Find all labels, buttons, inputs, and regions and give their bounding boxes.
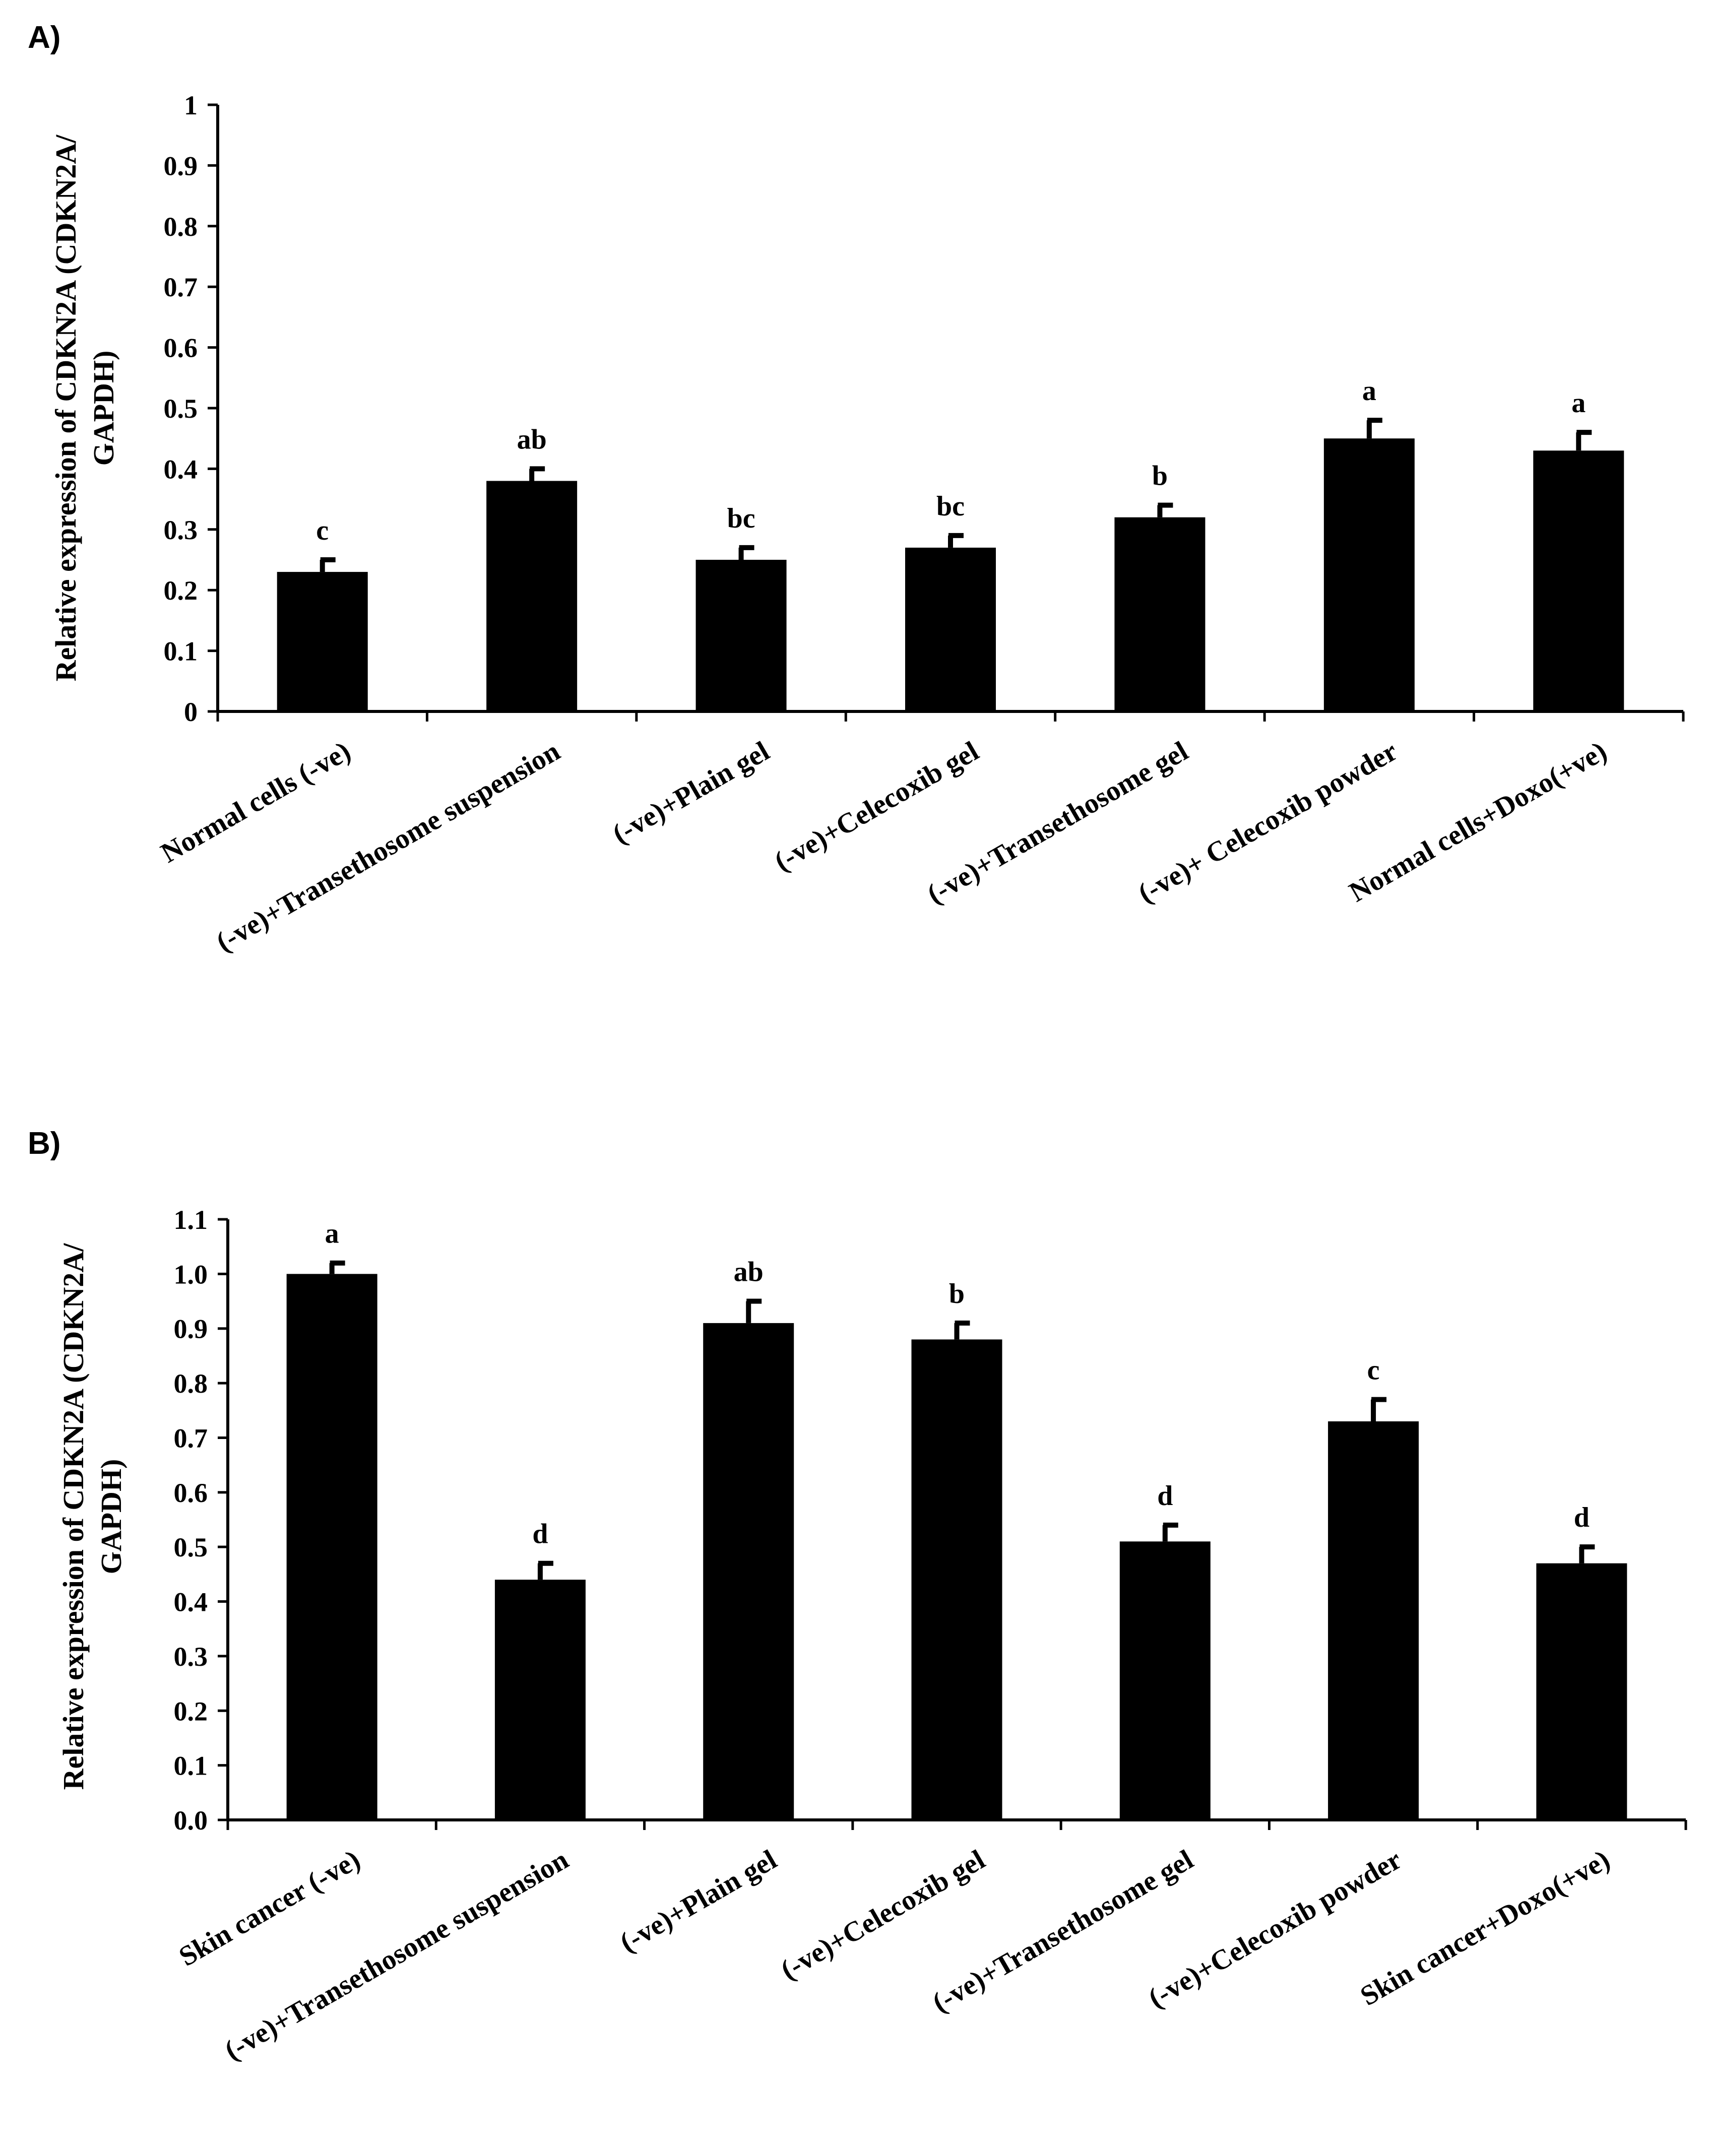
panel-b-ytick-label-9: 0.9 [174, 1314, 208, 1344]
panel-a-plot: 0 0.1 0.2 0.3 0.4 0.5 0.6 0.7 0.8 0.9 1 c Normal cel… [156, 90, 1685, 958]
panel-a-ytick-label-9: 0.9 [164, 151, 198, 181]
panel-b-bar-1 [494, 1580, 586, 1820]
panel-b-ytick-label-5: 0.5 [174, 1532, 208, 1562]
panel-b-ytick-label-2: 0.2 [174, 1696, 208, 1726]
panel-a-category-label-2: (-ve)+Plain gel [607, 736, 775, 850]
panel-b-sig-label-1: d [532, 1519, 548, 1550]
panel-b-bar-0 [286, 1274, 377, 1820]
panel-a-sig-label-1: ab [517, 424, 547, 455]
panel-b-bar-3 [911, 1339, 1002, 1820]
panel-b-sig-label-5: c [1367, 1355, 1380, 1386]
panel-b-ytick-label-7: 0.7 [174, 1423, 208, 1453]
panel-a-sig-label-0: c [316, 515, 329, 546]
panel-a-ytick-label-5: 0.5 [164, 394, 198, 424]
panel-a-ytick-label-6: 0.6 [164, 333, 198, 363]
panel-b: B) Relative expression of CDKN2A (CDKN2A… [28, 1126, 1687, 2067]
panel-a-ytick-label-7: 0.7 [164, 272, 198, 302]
panel-a-ytick-label-2: 0.2 [164, 575, 198, 606]
panel-b-ylabel-line-2: GAPDH) [95, 1459, 128, 1575]
panel-b-label: B) [28, 1126, 60, 1161]
panel-b-ytick-label-3: 0.3 [174, 1642, 208, 1672]
panel-a-sig-label-3: bc [936, 491, 965, 522]
panel-a: A) Relative expression of CDKN2A (CDKN2A… [28, 20, 1685, 958]
panel-a-bar-5 [1323, 438, 1415, 711]
panel-b-bar-6 [1536, 1563, 1627, 1820]
panel-b-sig-label-3: b [949, 1278, 965, 1310]
panel-a-sig-label-4: b [1152, 461, 1168, 492]
panel-b-plot: 0.0 0.1 0.2 0.3 0.4 0.5 0.6 0.7 0.8 0.9 1.0 1.1 a Ski… [174, 1205, 1687, 2067]
panel-b-category-label-2: (-ve)+Plain gel [615, 1844, 782, 1958]
panel-b-ytick-label-1: 0.1 [174, 1751, 208, 1781]
panel-a-ytick-label-0: 0 [184, 697, 198, 727]
panel-a-bar-2 [695, 560, 787, 711]
panel-a-category-label-1: (-ve)+Transethosome suspension [211, 736, 565, 958]
panel-a-category-label-0: Normal cells (-ve) [156, 736, 356, 869]
panel-b-category-label-0: Skin cancer (-ve) [174, 1844, 365, 1973]
panel-b-bar-5 [1328, 1421, 1419, 1820]
panel-a-ylabel-line-1: Relative expression of CDKN2A (CDKN2A/ [49, 135, 82, 682]
panel-b-category-label-3: (-ve)+Celecoxib gel [776, 1844, 990, 1986]
panel-b-bar-2 [703, 1323, 794, 1820]
panel-a-sig-label-5: a [1362, 375, 1376, 407]
panel-a-ytick-label-8: 0.8 [164, 212, 198, 242]
panel-b-bar-4 [1119, 1541, 1211, 1820]
panel-b-ylabel-line-1: Relative expression of CDKN2A (CDKN2A/ [57, 1243, 90, 1790]
panel-a-ytick-label-3: 0.3 [164, 515, 198, 545]
panel-b-sig-label-0: a [325, 1218, 339, 1250]
panel-b-sig-label-4: d [1157, 1480, 1173, 1512]
panel-a-sig-label-2: bc [727, 503, 755, 534]
panel-b-category-label-1: (-ve)+Transethosome suspension [219, 1844, 574, 2067]
panel-a-ylabel: Relative expression of CDKN2A (CDKN2A/ G… [49, 135, 120, 682]
panel-a-category-label-3: (-ve)+Celecoxib gel [769, 736, 984, 878]
panel-a-bar-4 [1114, 517, 1206, 711]
panel-a-bar-1 [486, 481, 578, 711]
panel-b-ytick-label-6: 0.6 [174, 1478, 208, 1508]
panel-a-ylabel-line-2: GAPDH) [87, 351, 120, 466]
panel-a-ytick-label-4: 0.4 [164, 454, 198, 484]
panel-b-ylabel: Relative expression of CDKN2A (CDKN2A/ G… [57, 1243, 128, 1790]
panel-a-ytick-label-10: 1 [184, 90, 198, 120]
panel-b-ytick-label-11: 1.1 [174, 1205, 208, 1235]
panel-a-label: A) [28, 20, 60, 55]
panel-b-ytick-label-0: 0.0 [174, 1805, 208, 1836]
panel-b-ytick-label-10: 1.0 [174, 1259, 208, 1289]
panel-b-sig-label-6: d [1574, 1502, 1590, 1533]
panel-b-ytick-label-4: 0.4 [174, 1587, 208, 1617]
panel-b-ytick-label-8: 0.8 [174, 1368, 208, 1399]
panel-a-bar-6 [1533, 450, 1624, 711]
panel-a-ytick-label-1: 0.1 [164, 636, 198, 667]
panel-b-sig-label-2: ab [734, 1257, 764, 1288]
panel-a-bar-0 [277, 572, 368, 711]
panel-a-bar-3 [905, 547, 996, 711]
panel-a-sig-label-6: a [1571, 387, 1586, 419]
